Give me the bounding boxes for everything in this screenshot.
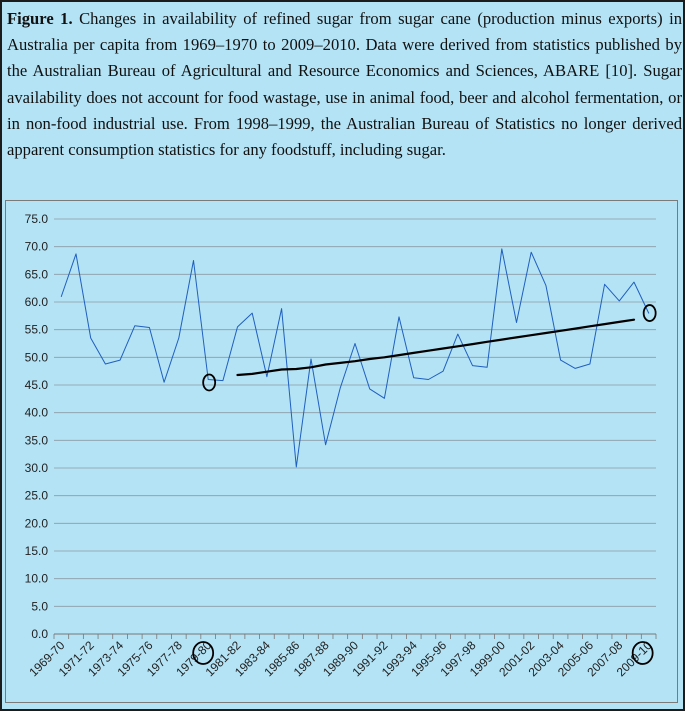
figure-label: Figure 1. xyxy=(7,9,73,28)
y-tick-label: 70.0 xyxy=(25,240,49,254)
y-tick-label: 65.0 xyxy=(25,267,49,281)
figure-caption: Figure 1. Changes in availability of ref… xyxy=(7,6,682,163)
y-tick-label: 5.0 xyxy=(31,599,48,613)
y-tick-label: 50.0 xyxy=(25,350,49,364)
hand-circle-label-80 xyxy=(192,641,215,665)
hand-circle-2009-10-value xyxy=(642,304,657,322)
sugar-availability-chart: 0.0 5.0 10.0 15.0 20.0 25.0 30.0 35.0 40.0 45.0 50… xyxy=(25,212,657,679)
y-tick-label: 25.0 xyxy=(25,489,49,503)
hand-circle-label-10 xyxy=(631,641,654,665)
chart-area: 0.0 5.0 10.0 15.0 20.0 25.0 30.0 35.0 40.0 45.0 50… xyxy=(5,200,678,703)
trend-line xyxy=(236,318,636,377)
y-tick-label: 10.0 xyxy=(25,572,49,586)
y-tick-label: 20.0 xyxy=(25,516,49,530)
y-tick-label: 60.0 xyxy=(25,295,49,309)
y-tick-label: 30.0 xyxy=(25,461,49,475)
y-tick-label: 0.0 xyxy=(31,627,48,641)
y-tick-label: 40.0 xyxy=(25,406,49,420)
hand-circle-1979-80-value xyxy=(202,373,217,392)
y-tick-label: 15.0 xyxy=(25,544,49,558)
y-tick-label: 75.0 xyxy=(25,212,49,226)
figure-caption-text: Changes in availability of refined sugar… xyxy=(7,9,683,160)
y-tick-label: 55.0 xyxy=(25,323,49,337)
y-tick-label: 45.0 xyxy=(25,378,49,392)
y-tick-label: 35.0 xyxy=(25,433,49,447)
sugar-availability-line xyxy=(60,248,650,468)
